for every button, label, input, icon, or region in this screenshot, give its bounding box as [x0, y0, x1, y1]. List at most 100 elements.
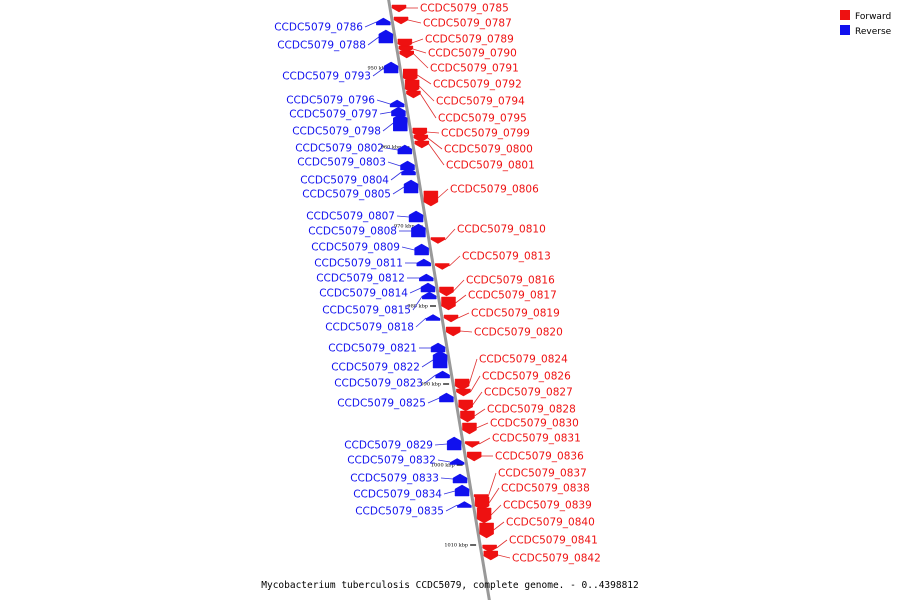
- gene-leader: [445, 504, 458, 512]
- gene-label[interactable]: CCDC5079_0795: [438, 113, 527, 125]
- gene-label[interactable]: CCDC5079_0806: [450, 184, 539, 196]
- gene-label[interactable]: CCDC5079_0786: [274, 22, 363, 34]
- gene-label[interactable]: CCDC5079_0839: [503, 500, 592, 512]
- gene-label[interactable]: CCDC5079_0810: [457, 224, 546, 236]
- gene-label[interactable]: CCDC5079_0828: [487, 404, 576, 416]
- gene-label[interactable]: CCDC5079_0816: [466, 275, 555, 287]
- gene-arrow: [441, 296, 456, 311]
- gene-label[interactable]: CCDC5079_0822: [331, 362, 420, 374]
- gene-label[interactable]: CCDC5079_0821: [328, 343, 417, 355]
- legend-label-reverse: Reverse: [855, 27, 892, 37]
- gene-label[interactable]: CCDC5079_0812: [316, 273, 405, 285]
- gene-label[interactable]: CCDC5079_0799: [441, 128, 530, 140]
- gene-label[interactable]: CCDC5079_0835: [355, 506, 444, 518]
- gene-leader: [428, 143, 445, 166]
- gene-label[interactable]: CCDC5079_0830: [490, 418, 579, 430]
- gene-label[interactable]: CCDC5079_0790: [428, 48, 517, 60]
- gene-arrow: [419, 273, 434, 282]
- gene-label[interactable]: CCDC5079_0793: [282, 71, 371, 83]
- gene-label[interactable]: CCDC5079_0825: [337, 398, 426, 410]
- gene-label[interactable]: CCDC5079_0813: [462, 251, 551, 263]
- gene-label[interactable]: CCDC5079_0794: [436, 96, 525, 108]
- gene-leader: [396, 215, 410, 218]
- gene-label[interactable]: CCDC5079_0840: [506, 517, 595, 529]
- gene-label[interactable]: CCDC5079_0842: [512, 553, 601, 565]
- gene-leader: [444, 228, 456, 241]
- gene-leader: [455, 294, 467, 304]
- gene-label[interactable]: CCDC5079_0814: [319, 288, 408, 300]
- gene-arrow: [457, 501, 472, 508]
- gene-label[interactable]: CCDC5079_0838: [501, 483, 590, 495]
- gene-label[interactable]: CCDC5079_0841: [509, 535, 598, 547]
- gene-label[interactable]: CCDC5079_0792: [433, 79, 522, 91]
- scale-tick-label: 1000 kbp: [431, 463, 455, 469]
- gene-leader: [413, 53, 429, 69]
- gene-label[interactable]: CCDC5079_0796: [286, 95, 375, 107]
- gene-leader: [443, 490, 456, 495]
- gene-label[interactable]: CCDC5079_0802: [295, 143, 384, 155]
- gene-label[interactable]: CCDC5079_0788: [277, 40, 366, 52]
- gene-arrow: [466, 451, 482, 462]
- gene-leader: [407, 19, 422, 24]
- gene-label[interactable]: CCDC5079_0807: [306, 211, 395, 223]
- gene-label[interactable]: CCDC5079_0785: [420, 3, 509, 15]
- gene-label[interactable]: CCDC5079_0824: [479, 354, 568, 366]
- gene-label[interactable]: CCDC5079_0789: [425, 34, 514, 46]
- gene-label[interactable]: CCDC5079_0823: [334, 378, 423, 390]
- gene-label[interactable]: CCDC5079_0797: [289, 109, 378, 121]
- gene-label[interactable]: CCDC5079_0804: [300, 175, 389, 187]
- gene-label[interactable]: CCDC5079_0819: [471, 308, 560, 320]
- gene-label[interactable]: CCDC5079_0808: [308, 226, 397, 238]
- gene-label[interactable]: CCDC5079_0809: [311, 242, 400, 254]
- gene-label[interactable]: CCDC5079_0815: [322, 305, 411, 317]
- gene-label[interactable]: CCDC5079_0829: [344, 440, 433, 452]
- gene-arrow: [406, 90, 421, 99]
- gene-label[interactable]: CCDC5079_0831: [492, 433, 581, 445]
- gene-label[interactable]: CCDC5079_0833: [350, 473, 439, 485]
- scale-tick-label: 990 kbp: [421, 382, 442, 388]
- gene-arrow: [454, 378, 470, 391]
- gene-label[interactable]: CCDC5079_0800: [444, 144, 533, 156]
- gene-label[interactable]: CCDC5079_0803: [297, 157, 386, 169]
- gene-leader: [478, 437, 491, 445]
- gene-leader: [490, 504, 502, 516]
- gene-label[interactable]: CCDC5079_0827: [484, 387, 573, 399]
- gene-arrow: [482, 544, 497, 553]
- gene-leader: [385, 147, 398, 151]
- gene-arrow: [430, 237, 446, 244]
- gene-leader: [488, 487, 500, 504]
- gene-label[interactable]: CCDC5079_0837: [498, 468, 587, 480]
- gene-label[interactable]: CCDC5079_0826: [482, 371, 571, 383]
- gene-leader: [415, 317, 427, 328]
- gene-leader: [474, 408, 486, 417]
- gene-arrow: [413, 134, 429, 143]
- gene-label[interactable]: CCDC5079_0834: [353, 489, 442, 501]
- gene-label[interactable]: CCDC5079_0817: [468, 290, 557, 302]
- gene-leader: [392, 186, 405, 195]
- gene-arrow: [430, 342, 446, 353]
- gene-label[interactable]: CCDC5079_0818: [325, 322, 414, 334]
- gene-leader: [468, 358, 478, 385]
- gene-label[interactable]: CCDC5079_0801: [446, 160, 535, 172]
- gene-arrow: [460, 410, 475, 423]
- gene-label[interactable]: CCDC5079_0798: [292, 126, 381, 138]
- gene-label[interactable]: CCDC5079_0832: [347, 455, 436, 467]
- legend-label-forward: Forward: [855, 12, 891, 22]
- gene-label[interactable]: CCDC5079_0811: [314, 258, 403, 270]
- gene-leader: [437, 459, 451, 463]
- gene-arrow: [378, 29, 394, 44]
- gene-leader: [421, 359, 434, 368]
- gene-arrow: [411, 223, 426, 238]
- gene-arrow: [397, 144, 413, 155]
- gene-leader: [493, 521, 505, 531]
- gene-label[interactable]: CCDC5079_0787: [423, 18, 512, 30]
- scale-tick-label: 1010 kbp: [444, 543, 468, 549]
- gene-arrow: [456, 388, 471, 397]
- gene-leader: [390, 171, 402, 181]
- gene-label[interactable]: CCDC5079_0820: [474, 327, 563, 339]
- gene-label[interactable]: CCDC5079_0791: [430, 63, 519, 75]
- gene-arrow: [479, 522, 494, 539]
- gene-label[interactable]: CCDC5079_0805: [302, 189, 391, 201]
- scale-tick-label: 970 kbp: [394, 224, 415, 230]
- gene-label[interactable]: CCDC5079_0836: [495, 451, 584, 463]
